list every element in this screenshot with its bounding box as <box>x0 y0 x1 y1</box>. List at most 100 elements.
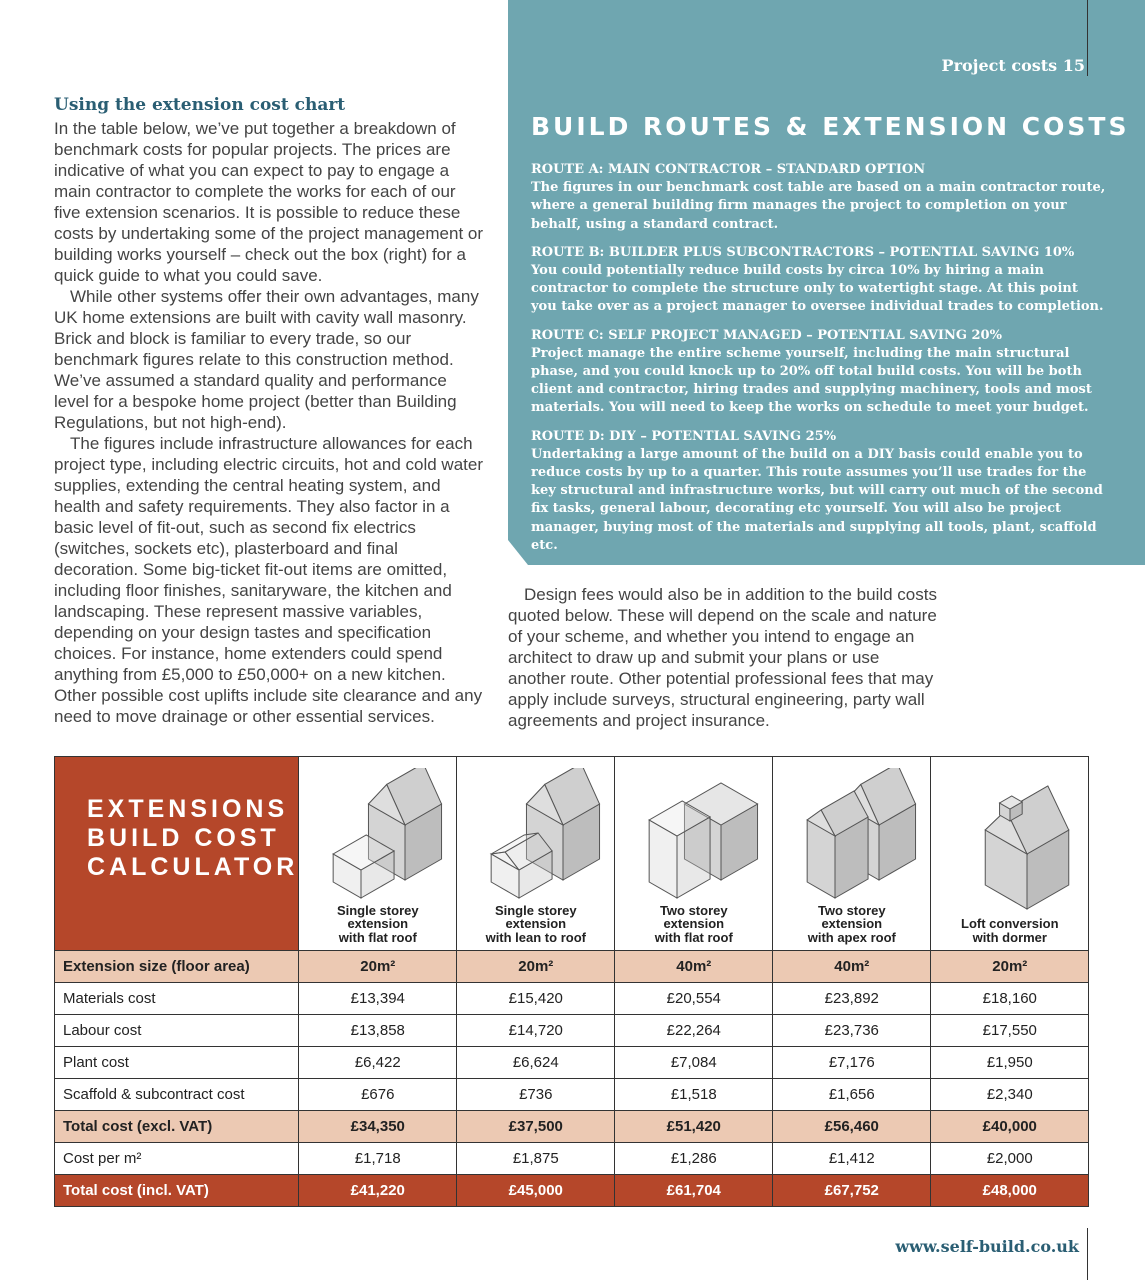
divider <box>1087 0 1088 76</box>
paragraph: While other systems offer their own adva… <box>54 287 479 432</box>
section-name: Project costs <box>941 56 1058 75</box>
column-label: Loft conversion with dormer <box>961 916 1059 945</box>
cell: £20,554 <box>614 982 774 1015</box>
cell: £61,704 <box>614 1174 774 1207</box>
table-row: Plant cost £6,422 £6,624 £7,084 £7,176 £1,950 <box>53 1046 1090 1079</box>
footer-url: www.self-build.co.uk <box>895 1237 1079 1256</box>
right-column: Design fees would also be in addition to… <box>508 584 938 731</box>
cell: £2,340 <box>930 1078 1090 1111</box>
cell: 40m² <box>614 950 774 983</box>
house-icon <box>331 767 442 899</box>
cell: £34,350 <box>298 1110 458 1143</box>
cell: £7,084 <box>614 1046 774 1079</box>
cell: £37,500 <box>456 1110 616 1143</box>
route: ROUTE C: SELF PROJECT MANAGED – POTENTIA… <box>531 327 1106 418</box>
column-header: Loft conversion with dormer <box>930 756 1090 951</box>
table-row: Scaffold & subcontract cost £676 £736 £1,51… <box>53 1078 1090 1111</box>
header-row: EXTENSIONS BUILD COST CALCULATOR Single s… <box>53 756 1090 951</box>
cell: £676 <box>298 1078 458 1111</box>
row-label: Labour cost <box>53 1014 300 1047</box>
cell: £17,550 <box>930 1014 1090 1047</box>
cell: £23,736 <box>772 1014 932 1047</box>
row-label: Total cost (excl. VAT) <box>53 1110 300 1143</box>
row-label: Materials cost <box>53 982 300 1015</box>
cell: £67,752 <box>772 1174 932 1207</box>
house-face <box>806 808 837 837</box>
house-face <box>367 783 406 826</box>
cell: £1,656 <box>772 1078 932 1111</box>
cell: £1,286 <box>614 1142 774 1175</box>
table-row: Materials cost £13,394 £15,420 £20,554 £23,8… <box>53 982 1090 1015</box>
table-row: Extension size (floor area) 20m² 20m² 40m² 4… <box>53 950 1090 983</box>
page-number: 15 <box>1062 56 1085 75</box>
house-icon <box>489 767 600 899</box>
cell: £2,000 <box>930 1142 1090 1175</box>
house-face <box>647 799 711 837</box>
routes: ROUTE A: MAIN CONTRACTOR – STANDARD OPTI… <box>531 161 1106 565</box>
column-header: Single storey extension with lean to roo… <box>456 756 616 951</box>
cell: £14,720 <box>456 1014 616 1047</box>
route: ROUTE A: MAIN CONTRACTOR – STANDARD OPTI… <box>531 161 1106 234</box>
paragraph: Design fees would also be in addition to… <box>508 585 937 730</box>
paragraph: The figures include infrastructure allow… <box>54 434 483 726</box>
column-label: Single storey extension with lean to roo… <box>485 902 586 945</box>
cell: £15,420 <box>456 982 616 1015</box>
cell: 20m² <box>298 950 458 983</box>
left-column: In the table below, we’ve put together a… <box>54 118 484 727</box>
cell: 20m² <box>930 950 1090 983</box>
cost-table: EXTENSIONS BUILD COST CALCULATOR Single s… <box>53 756 1090 1207</box>
route-text: The figures in our benchmark cost table … <box>531 180 1106 232</box>
cell: £18,160 <box>930 982 1090 1015</box>
cell: 40m² <box>772 950 932 983</box>
box-title: BUILD ROUTES & EXTENSION COSTS <box>531 112 1130 141</box>
cell: £1,950 <box>930 1046 1090 1079</box>
column-header: Two storey extension with apex roof <box>772 756 932 951</box>
route-text: Undertaking a large amount of the build … <box>531 446 1103 553</box>
cell: £23,892 <box>772 982 932 1015</box>
cell: £51,420 <box>614 1110 774 1143</box>
cell: £1,718 <box>298 1142 458 1175</box>
cell: £7,176 <box>772 1046 932 1079</box>
house-face <box>984 809 1028 856</box>
column-label: Single storey extension with flat roof <box>336 902 419 945</box>
route-heading: ROUTE D: DIY – POTENTIAL SAVING 25% <box>531 428 837 444</box>
divider <box>1087 1228 1088 1280</box>
row-label: Plant cost <box>53 1046 300 1079</box>
table-row: Labour cost £13,858 £14,720 £22,264 £23,736 £… <box>53 1014 1090 1047</box>
route: ROUTE D: DIY – POTENTIAL SAVING 25% Under… <box>531 428 1106 555</box>
route-text: You could potentially reduce build costs… <box>531 263 1104 315</box>
house-face <box>525 783 564 826</box>
cell: £22,264 <box>614 1014 774 1047</box>
route: ROUTE B: BUILDER PLUS SUBCONTRACTORS – P… <box>531 244 1106 317</box>
cell: £45,000 <box>456 1174 616 1207</box>
column-header: Single storey extension with flat roof <box>298 756 458 951</box>
cell: £40,000 <box>930 1110 1090 1143</box>
left-heading: Using the extension cost chart <box>54 95 346 115</box>
cell: £1,875 <box>456 1142 616 1175</box>
cell: £6,422 <box>298 1046 458 1079</box>
column-label: Two storey extension with apex roof <box>807 902 896 945</box>
table-row: Cost per m² £1,718 £1,875 £1,286 £1,412 £2,00… <box>53 1142 1090 1175</box>
route-heading: ROUTE C: SELF PROJECT MANAGED – POTENTIA… <box>531 327 1002 343</box>
column-header: Two storey extension with flat roof <box>614 756 774 951</box>
cell: £13,394 <box>298 982 458 1015</box>
row-label: Total cost (incl. VAT) <box>53 1174 300 1207</box>
cell: £6,624 <box>456 1046 616 1079</box>
column-label: Two storey extension with flat roof <box>654 902 733 945</box>
cell: £1,412 <box>772 1142 932 1175</box>
route-heading: ROUTE A: MAIN CONTRACTOR – STANDARD OPTI… <box>531 162 926 177</box>
route-text: Project manage the entire scheme yoursel… <box>531 345 1092 416</box>
cell: £56,460 <box>772 1110 932 1143</box>
cell: £48,000 <box>930 1174 1090 1207</box>
house-face <box>683 781 759 826</box>
house-face <box>489 850 520 870</box>
table-title: EXTENSIONS BUILD COST CALCULATOR <box>53 756 300 951</box>
house-icon <box>806 767 916 899</box>
house-icon <box>984 785 1070 910</box>
house-face <box>998 795 1023 810</box>
house-icon <box>647 781 759 899</box>
house-face <box>331 833 395 871</box>
table-row: Total cost (incl. VAT) £41,220 £45,000 £61,… <box>53 1174 1090 1207</box>
cell: £13,858 <box>298 1014 458 1047</box>
